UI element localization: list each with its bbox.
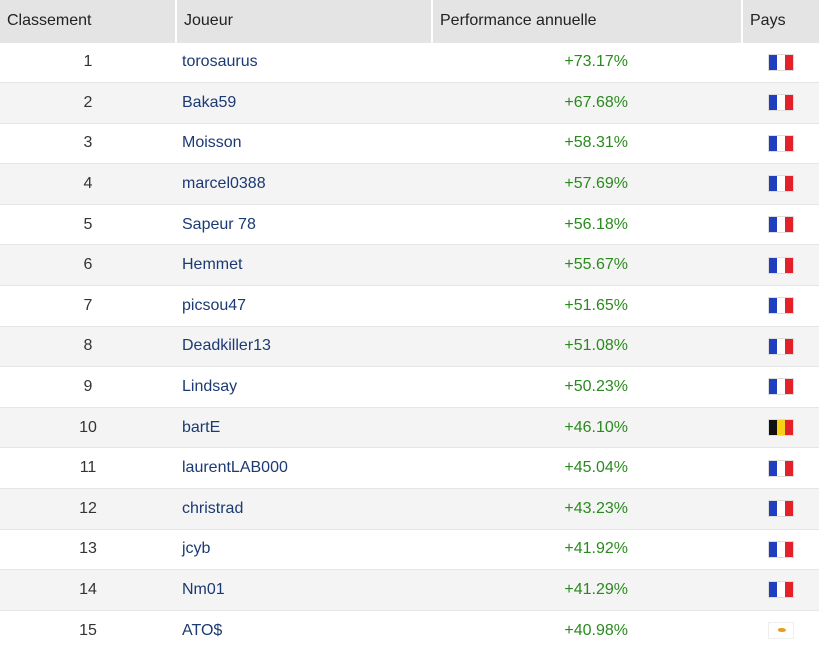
rank-cell: 7: [0, 285, 176, 327]
player-link[interactable]: picsou47: [176, 285, 432, 327]
table-row: 14 Nm01 +41.29%: [0, 569, 819, 611]
player-link[interactable]: christrad: [176, 488, 432, 530]
performance-value: +73.17%: [432, 41, 742, 83]
country-cell: [742, 569, 819, 611]
country-cell: [742, 488, 819, 530]
performance-value: +50.23%: [432, 366, 742, 408]
player-link[interactable]: Sapeur 78: [176, 203, 432, 245]
flag-cy-icon: [767, 622, 794, 640]
table-row: 8 Deadkiller13 +51.08%: [0, 325, 819, 367]
flag-fr-icon: [767, 459, 794, 477]
rank-cell: 6: [0, 244, 176, 286]
rank-cell: 1: [0, 41, 176, 83]
rank-cell: 2: [0, 82, 176, 124]
country-cell: [742, 163, 819, 205]
table-row: 2 Baka59 +67.68%: [0, 82, 819, 124]
flag-fr-icon: [767, 297, 794, 315]
performance-value: +67.68%: [432, 82, 742, 124]
performance-value: +41.92%: [432, 528, 742, 570]
flag-fr-icon: [767, 256, 794, 274]
player-link[interactable]: ATO$: [176, 609, 432, 651]
table-row: 7 picsou47 +51.65%: [0, 285, 819, 327]
table-row: 9 Lindsay +50.23%: [0, 366, 819, 408]
player-link[interactable]: Deadkiller13: [176, 325, 432, 367]
player-link[interactable]: Lindsay: [176, 366, 432, 408]
performance-value: +55.67%: [432, 244, 742, 286]
performance-value: +56.18%: [432, 203, 742, 245]
rank-cell: 8: [0, 325, 176, 367]
rank-cell: 3: [0, 122, 176, 164]
table-row: 3 Moisson +58.31%: [0, 122, 819, 164]
table-header: Classement Joueur Performance annuelle P…: [0, 0, 819, 42]
performance-value: +51.65%: [432, 285, 742, 327]
rank-cell: 12: [0, 488, 176, 530]
player-link[interactable]: torosaurus: [176, 41, 432, 83]
header-player[interactable]: Joueur: [176, 0, 433, 42]
rank-cell: 15: [0, 609, 176, 651]
flag-fr-icon: [767, 540, 794, 558]
flag-fr-icon: [767, 337, 794, 355]
rank-cell: 9: [0, 366, 176, 408]
flag-fr-icon: [767, 175, 794, 193]
player-link[interactable]: Nm01: [176, 569, 432, 611]
player-link[interactable]: marcel0388: [176, 163, 432, 205]
rank-cell: 13: [0, 528, 176, 570]
country-cell: [742, 82, 819, 124]
rank-cell: 14: [0, 569, 176, 611]
rank-cell: 5: [0, 203, 176, 245]
table-row: 11 laurentLAB000 +45.04%: [0, 447, 819, 489]
flag-fr-icon: [767, 134, 794, 152]
country-cell: [742, 203, 819, 245]
flag-fr-icon: [767, 215, 794, 233]
table-row: 12 christrad +43.23%: [0, 488, 819, 530]
performance-value: +40.98%: [432, 609, 742, 651]
player-link[interactable]: bartE: [176, 406, 432, 448]
performance-value: +57.69%: [432, 163, 742, 205]
flag-fr-icon: [767, 378, 794, 396]
country-cell: [742, 447, 819, 489]
performance-value: +51.08%: [432, 325, 742, 367]
flag-be-icon: [767, 418, 794, 436]
table-row: 1 torosaurus +73.17%: [0, 41, 819, 83]
country-cell: [742, 244, 819, 286]
country-cell: [742, 609, 819, 651]
table-row: 15 ATO$ +40.98%: [0, 609, 819, 651]
country-cell: [742, 41, 819, 83]
player-link[interactable]: Hemmet: [176, 244, 432, 286]
country-cell: [742, 406, 819, 448]
player-link[interactable]: laurentLAB000: [176, 447, 432, 489]
country-cell: [742, 285, 819, 327]
table-row: 13 jcyb +41.92%: [0, 528, 819, 570]
country-cell: [742, 122, 819, 164]
performance-value: +41.29%: [432, 569, 742, 611]
flag-fr-icon: [767, 581, 794, 599]
flag-fr-icon: [767, 94, 794, 112]
country-cell: [742, 325, 819, 367]
header-performance[interactable]: Performance annuelle: [432, 0, 743, 42]
performance-value: +45.04%: [432, 447, 742, 489]
table-body: 1 torosaurus +73.17% 2 Baka59 +67.68% 3 Moisson…: [0, 41, 819, 651]
header-row: Classement Joueur Performance annuelle P…: [0, 0, 819, 42]
player-link[interactable]: jcyb: [176, 528, 432, 570]
performance-value: +43.23%: [432, 488, 742, 530]
flag-fr-icon: [767, 53, 794, 71]
rank-cell: 10: [0, 406, 176, 448]
table-row: 4 marcel0388 +57.69%: [0, 163, 819, 205]
flag-fr-icon: [767, 500, 794, 518]
table-row: 6 Hemmet +55.67%: [0, 244, 819, 286]
performance-value: +46.10%: [432, 406, 742, 448]
table-row: 5 Sapeur 78 +56.18%: [0, 203, 819, 245]
table-row: 10 bartE +46.10%: [0, 406, 819, 448]
header-rank[interactable]: Classement: [0, 0, 177, 42]
performance-value: +58.31%: [432, 122, 742, 164]
player-link[interactable]: Moisson: [176, 122, 432, 164]
header-country[interactable]: Pays: [742, 0, 819, 42]
country-cell: [742, 528, 819, 570]
rank-cell: 11: [0, 447, 176, 489]
player-link[interactable]: Baka59: [176, 82, 432, 124]
rank-cell: 4: [0, 163, 176, 205]
country-cell: [742, 366, 819, 408]
